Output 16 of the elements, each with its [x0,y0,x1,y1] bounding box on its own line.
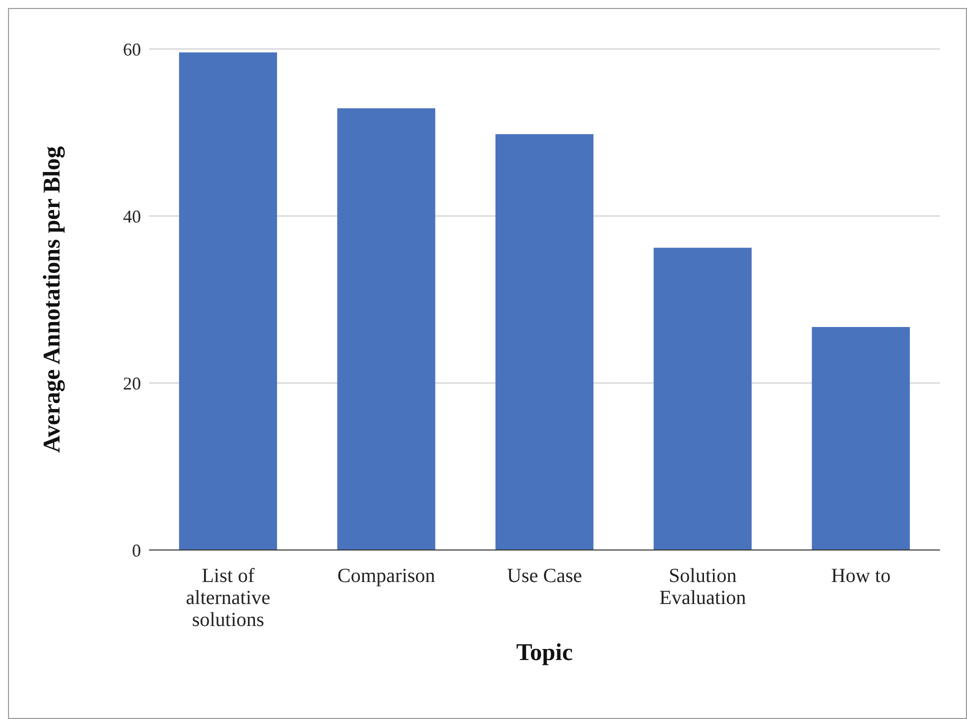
bar [337,108,436,550]
bar [654,248,752,550]
y-tick-label: 40 [123,206,141,226]
x-tick-label: How to [831,565,891,587]
x-axis-title: Topic [516,640,574,666]
y-tick-label: 0 [132,540,141,560]
x-tick-label: List of alternative solutions [186,565,270,631]
bar [495,134,594,550]
y-tick-label: 60 [123,39,141,60]
x-tick-label: Use Case [507,565,582,587]
y-axis-title: Average Annotations per Blog [40,146,66,453]
bar [812,327,910,550]
x-tick-label: Comparison [337,565,436,587]
y-tick-label: 20 [123,373,141,394]
x-tick-label: Solution Evaluation [659,565,746,609]
bar [179,52,278,550]
